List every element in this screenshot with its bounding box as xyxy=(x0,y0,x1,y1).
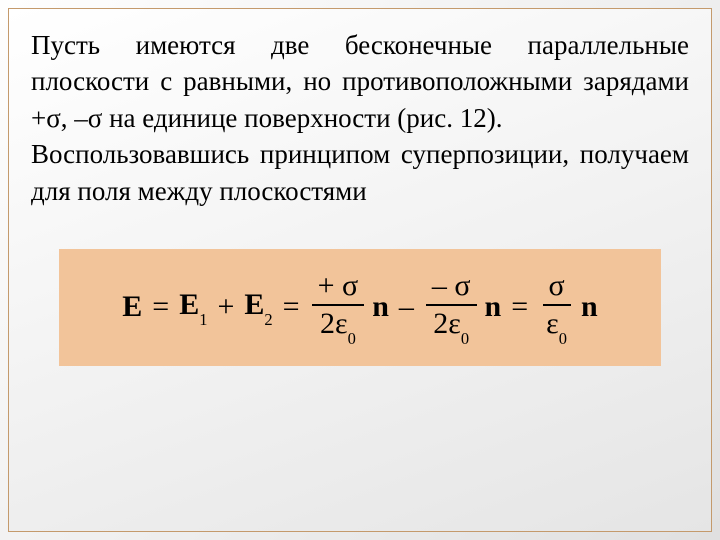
subscript-2: 2 xyxy=(264,310,272,329)
frac3-num: σ xyxy=(543,271,571,306)
frac3-den-a: ε xyxy=(546,307,559,340)
frac1-den-a: 2ε xyxy=(320,307,348,340)
subscript-1: 1 xyxy=(199,310,207,329)
vector-n1: n xyxy=(372,290,389,324)
fraction-1: + σ 2ε0 xyxy=(312,271,365,344)
frac2-den-b: 0 xyxy=(461,329,469,348)
frac1-den: 2ε0 xyxy=(314,306,362,344)
fraction-2: – σ 2ε0 xyxy=(426,271,477,344)
frac2-den-a: 2ε xyxy=(433,307,461,340)
plus-op: + xyxy=(213,290,238,324)
vector-E: E xyxy=(122,290,142,324)
frac3-den: ε0 xyxy=(540,306,573,344)
vector-E1: E xyxy=(179,288,199,321)
frac3-den-b: 0 xyxy=(559,329,567,348)
term-E1: E1 xyxy=(179,288,207,326)
formula-equation: E = E1 + E2 = + σ 2ε0 n – – σ 2ε0 n = xyxy=(122,271,597,344)
vector-n3: n xyxy=(581,290,598,324)
equals-1: = xyxy=(148,290,173,324)
equals-3: = xyxy=(507,290,532,324)
slide-frame: Пусть имеются две бесконечные параллельн… xyxy=(8,8,712,532)
term-E2: E2 xyxy=(244,288,272,326)
frac2-num: – σ xyxy=(426,271,477,306)
vector-n2: n xyxy=(485,290,502,324)
frac2-den: 2ε0 xyxy=(427,306,475,344)
paragraph-block: Пусть имеются две бесконечные параллельн… xyxy=(31,27,689,209)
paragraph-2: Воспользовавшись принципом суперпозиции,… xyxy=(31,139,689,205)
fraction-3: σ ε0 xyxy=(540,271,573,344)
minus-op: – xyxy=(395,290,418,324)
paragraph-1: Пусть имеются две бесконечные параллельн… xyxy=(31,30,689,133)
frac1-num: + σ xyxy=(312,271,365,306)
frac1-den-b: 0 xyxy=(348,329,356,348)
vector-E2: E xyxy=(244,288,264,321)
formula-box: E = E1 + E2 = + σ 2ε0 n – – σ 2ε0 n = xyxy=(59,249,661,366)
equals-2: = xyxy=(279,290,304,324)
